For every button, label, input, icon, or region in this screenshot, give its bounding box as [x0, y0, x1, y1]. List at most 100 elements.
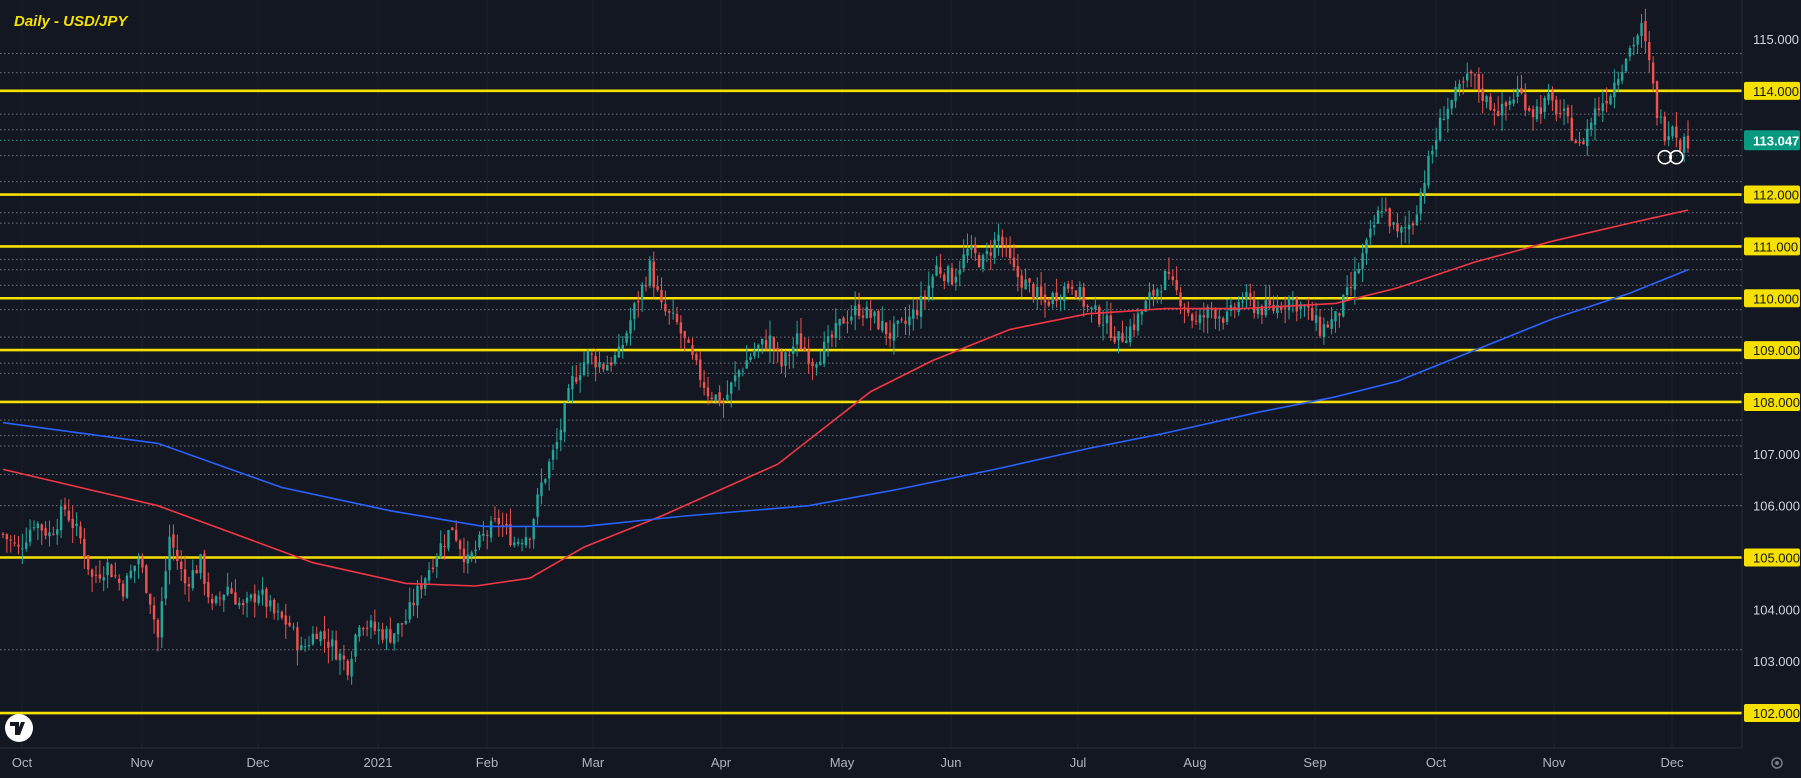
candle-body — [52, 533, 55, 535]
candle-body — [9, 539, 12, 541]
candle-body — [912, 309, 915, 319]
level-price-label: 111.000 — [1753, 239, 1798, 254]
candle-body — [447, 530, 450, 549]
candle-body — [1450, 99, 1453, 109]
candle-body — [1322, 324, 1326, 337]
candle-body — [1144, 300, 1147, 312]
candle-body — [238, 602, 241, 606]
candle-body — [950, 267, 954, 285]
candle-body — [946, 266, 950, 283]
candle-body — [1067, 284, 1070, 289]
candle-body — [683, 331, 686, 339]
candle-body — [1454, 86, 1457, 102]
price-tick-label: 104.000 — [1753, 602, 1800, 617]
current-price-label: 113.047 — [1753, 133, 1799, 148]
candle-body — [1512, 99, 1515, 104]
candle-body — [48, 532, 51, 537]
candle-body — [207, 581, 210, 598]
candle-body — [939, 267, 942, 274]
candle-body — [466, 554, 470, 564]
price-axis[interactable] — [1742, 0, 1801, 778]
candle-body — [1024, 279, 1027, 290]
candle-body — [1299, 304, 1302, 310]
level-price-label: 109.000 — [1753, 343, 1800, 358]
candle-body — [1039, 286, 1043, 297]
candle-body — [943, 274, 946, 282]
candle-body — [1094, 305, 1097, 310]
candle-body — [98, 574, 102, 579]
candle-body — [1206, 306, 1209, 319]
candle-body — [652, 261, 655, 288]
candle-body — [710, 397, 714, 399]
candle-body — [412, 602, 415, 606]
candle-body — [1291, 299, 1295, 301]
candle-body — [1423, 183, 1426, 195]
candle-body — [853, 305, 857, 316]
candle-body — [1369, 228, 1372, 238]
candle-body — [675, 313, 679, 322]
candle-body — [230, 588, 233, 594]
candle-body — [1644, 21, 1647, 42]
candle-body — [311, 633, 315, 645]
candle-body — [1334, 311, 1337, 322]
candle-body — [1404, 227, 1407, 229]
candle-body — [671, 312, 675, 314]
price-tick-label: 115.000 — [1753, 32, 1799, 47]
candle-body — [780, 351, 783, 367]
candle-body — [644, 285, 648, 287]
candle-body — [63, 504, 67, 510]
candle-body — [970, 246, 973, 250]
candle-body — [1113, 336, 1116, 343]
candle-body — [1392, 222, 1395, 225]
candle-body — [977, 255, 981, 268]
ma-slow-line — [2, 268, 1689, 528]
candle-body — [563, 403, 566, 433]
candle-body — [1446, 108, 1450, 119]
candle-body — [1442, 119, 1446, 121]
candle-body — [1609, 95, 1612, 105]
candle-body — [1535, 106, 1539, 120]
vertical-grid — [21, 0, 1673, 748]
time-tick-label: Oct — [12, 755, 33, 770]
time-axis[interactable] — [0, 748, 1742, 778]
settings-gear-icon[interactable] — [1771, 757, 1783, 769]
candle-body — [714, 394, 717, 401]
candle-body — [1469, 71, 1473, 74]
candle-body — [749, 356, 752, 361]
candle-body — [292, 626, 295, 628]
candle-body — [106, 562, 109, 576]
candle-body — [94, 574, 98, 576]
candle-body — [1012, 257, 1016, 267]
candle-body — [761, 338, 764, 345]
candle-body — [1132, 324, 1136, 330]
candle-body — [1156, 289, 1159, 297]
candle-body — [1373, 225, 1376, 228]
ma-fast-line — [2, 209, 1689, 587]
candle-body — [40, 524, 43, 531]
candle-body — [1427, 155, 1430, 186]
candle-body — [1365, 239, 1368, 254]
candle-body — [881, 320, 884, 331]
candle-body — [1527, 108, 1531, 111]
candle-body — [1361, 253, 1364, 269]
time-tick-label: Dec — [1660, 755, 1684, 770]
candle-body — [121, 583, 125, 597]
candle-body — [1632, 44, 1635, 47]
candle-body — [637, 301, 640, 303]
candle-body — [606, 364, 609, 371]
candle-body — [493, 518, 497, 520]
candle-body — [764, 340, 768, 349]
candle-body — [118, 578, 121, 583]
candle-body — [1125, 340, 1128, 344]
candle-body — [203, 553, 206, 584]
level-price-label: 114.000 — [1753, 84, 1799, 99]
candle-body — [1314, 315, 1318, 323]
candle-body — [865, 306, 869, 318]
candle-body — [1349, 286, 1353, 288]
candle-body — [1342, 294, 1345, 317]
candle-body — [857, 304, 861, 317]
low-marker-circle — [1669, 149, 1684, 165]
candle-body — [1547, 93, 1550, 101]
candle-body — [265, 588, 268, 607]
candle-body — [303, 646, 307, 648]
